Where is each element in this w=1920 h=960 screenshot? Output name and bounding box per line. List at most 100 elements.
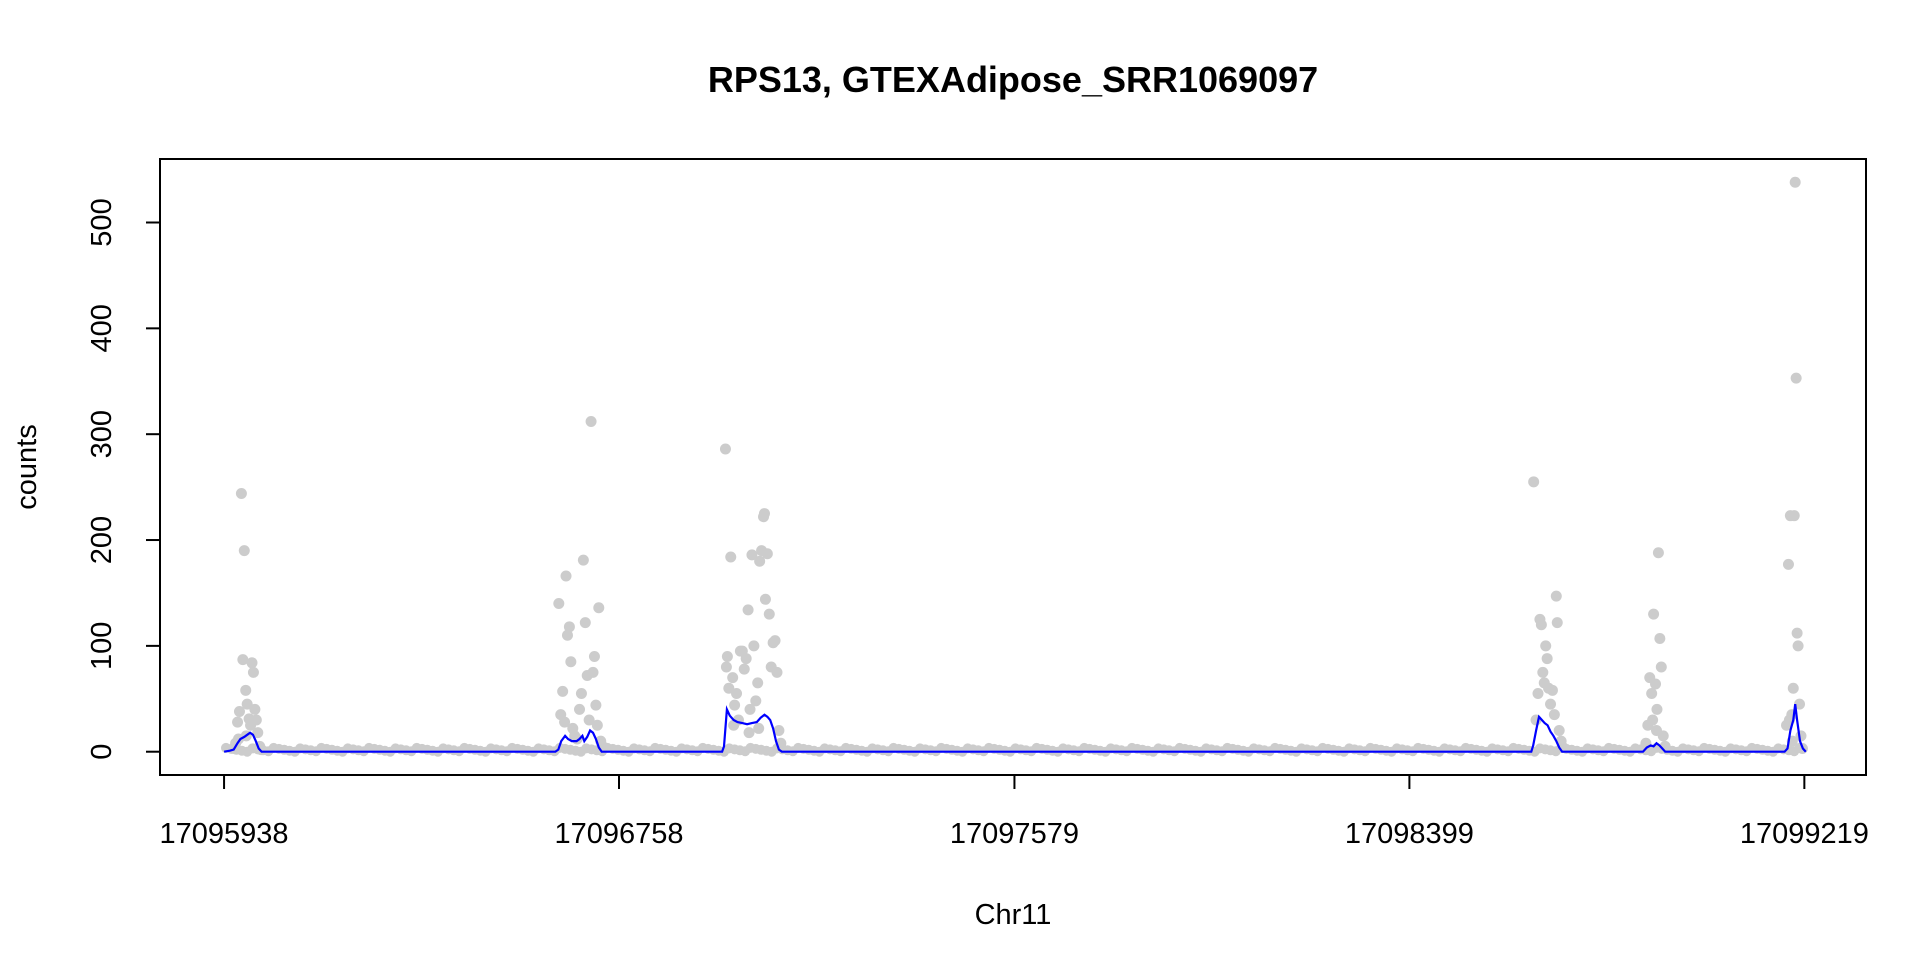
data-point: [250, 714, 262, 726]
data-point: [723, 682, 735, 694]
data-point: [748, 640, 760, 652]
data-point: [575, 688, 587, 700]
data-point: [1788, 510, 1800, 522]
data-point: [1530, 714, 1542, 726]
data-point: [1650, 725, 1662, 737]
data-point: [719, 443, 731, 455]
data-point: [743, 727, 755, 739]
data-point: [1792, 640, 1804, 652]
data-point: [1548, 709, 1560, 721]
data-point: [742, 604, 754, 616]
data-point: [1794, 698, 1806, 710]
data-point: [1646, 688, 1658, 700]
data-point: [241, 698, 253, 710]
data-point: [561, 629, 573, 641]
data-point: [574, 703, 586, 715]
data-point: [731, 688, 743, 700]
x-tick-label: 17095938: [160, 818, 289, 850]
data-point: [758, 508, 770, 520]
data-point: [1545, 698, 1557, 710]
chart-title: RPS13, GTEXAdipose_SRR1069097: [708, 59, 1318, 100]
data-point: [1650, 678, 1662, 690]
x-axis: 17095938 17096758 17097579 17098399 17099219: [160, 774, 1869, 850]
data-point: [249, 703, 261, 715]
y-axis-label: counts: [11, 424, 43, 509]
x-tick-label: 17098399: [1345, 818, 1474, 850]
y-tick-label: 500: [86, 198, 118, 246]
data-point: [729, 699, 741, 711]
data-point: [759, 593, 771, 605]
x-tick-label: 17097579: [950, 818, 1079, 850]
y-tick-label: 400: [86, 304, 118, 352]
data-point: [559, 716, 571, 728]
data-point: [1546, 684, 1558, 696]
data-point: [771, 666, 783, 678]
data-point: [1550, 590, 1562, 602]
y-tick-label: 100: [86, 622, 118, 670]
data-point: [1655, 661, 1667, 673]
data-point: [246, 657, 258, 669]
data-point: [763, 608, 775, 620]
data-point: [746, 549, 758, 561]
data-point: [1654, 632, 1666, 644]
data-point: [720, 661, 732, 673]
coverage-line: [223, 703, 1807, 753]
scatter-series: [220, 176, 1808, 757]
data-point: [1551, 617, 1563, 629]
line-series: [223, 703, 1807, 753]
data-point: [753, 722, 765, 734]
data-point: [240, 684, 252, 696]
y-tick-label: 0: [86, 744, 118, 760]
x-axis-label: Chr11: [975, 899, 1052, 931]
data-point: [579, 617, 591, 629]
data-point: [238, 545, 250, 557]
data-point: [1789, 176, 1801, 188]
data-point: [591, 719, 603, 731]
data-point: [553, 598, 565, 610]
y-tick-label: 300: [86, 410, 118, 458]
data-point: [557, 685, 569, 697]
x-tick-label: 17099219: [1740, 818, 1869, 850]
data-point: [773, 725, 785, 737]
data-point: [1528, 476, 1540, 488]
data-point: [252, 727, 264, 739]
data-point: [1782, 558, 1794, 570]
data-point: [588, 650, 600, 662]
data-point: [721, 650, 733, 662]
data-point: [232, 716, 244, 728]
data-point: [1553, 725, 1565, 737]
data-point: [563, 621, 575, 633]
data-point: [725, 551, 737, 563]
data-point: [590, 699, 602, 711]
data-point: [247, 666, 259, 678]
data-point: [1540, 640, 1552, 652]
data-point: [1647, 714, 1659, 726]
data-point: [1791, 627, 1803, 639]
y-axis: 0 100 200 300 400 500: [86, 198, 161, 760]
data-point: [1541, 653, 1553, 665]
data-point: [750, 695, 762, 707]
data-point: [583, 714, 595, 726]
data-point: [585, 415, 597, 427]
data-point: [752, 677, 764, 689]
data-point: [560, 570, 572, 582]
data-point: [727, 672, 739, 684]
plot-frame: [159, 158, 1867, 776]
data-point: [754, 555, 766, 567]
data-point: [740, 653, 752, 665]
data-point: [577, 554, 589, 566]
data-point: [1652, 547, 1664, 559]
data-point: [1537, 666, 1549, 678]
data-point: [233, 705, 245, 717]
data-point: [1787, 682, 1799, 694]
data-point: [738, 663, 750, 675]
data-point: [237, 654, 249, 666]
data-point: [761, 548, 773, 560]
data-point: [1535, 619, 1547, 631]
data-point: [1651, 703, 1663, 715]
data-point: [593, 602, 605, 614]
x-tick-label: 17096758: [554, 818, 683, 850]
data-point: [744, 703, 756, 715]
data-point: [1790, 372, 1802, 384]
